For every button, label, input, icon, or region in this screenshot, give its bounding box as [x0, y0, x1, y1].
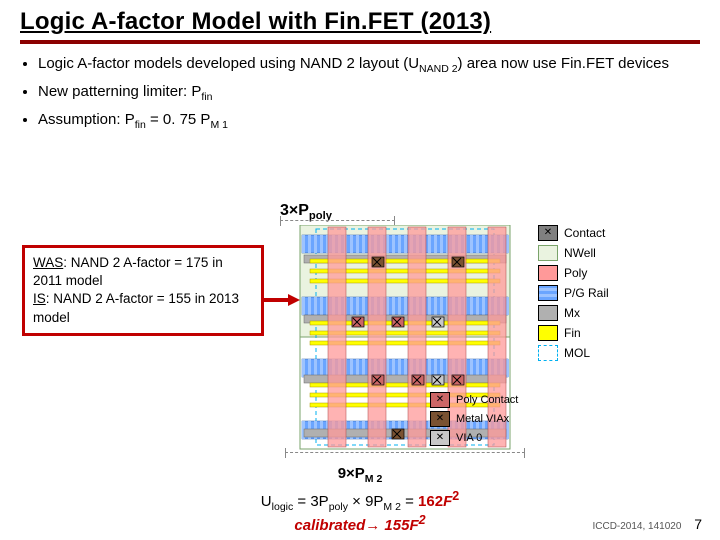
footer-conf: ICCD-2014, 141020	[592, 521, 681, 532]
legend-item-poly: Poly	[538, 264, 698, 282]
legend-item-nwell: NWell	[538, 244, 698, 262]
page-title: Logic A-factor Model with Fin.FET (2013)	[20, 8, 700, 44]
legend-right: ✕Contact NWell Poly P/G Rail Mx Fin MOL	[538, 222, 698, 364]
legend-item-contact: ✕Contact	[538, 224, 698, 242]
bullet-item: Logic A-factor models developed using NA…	[38, 54, 700, 76]
is-text: : NAND 2 A-factor = 155 in 2013 model	[33, 291, 239, 324]
dimension-bottom-line	[285, 452, 525, 453]
bullet-item: Assumption: Pfin = 0. 75 PM 1	[38, 110, 700, 132]
legend-item-mvia: ✕Metal VIAx	[430, 410, 550, 428]
footer: ICCD-2014, 141020 7	[592, 516, 702, 532]
is-label: IS	[33, 291, 46, 306]
legend-item-mx: Mx	[538, 304, 698, 322]
dimension-top-line	[280, 220, 395, 221]
bullet-item: New patterning limiter: Pfin	[38, 82, 700, 104]
area-formula: Ulogic = 3Ppoly × 9PM 2 = 162F2	[0, 489, 720, 513]
was-is-callout: WAS: NAND 2 A-factor = 175 in 2011 model…	[22, 245, 264, 336]
dimension-bottom-label: 9×PM 2	[0, 465, 720, 485]
bullet-list: Logic A-factor models developed using NA…	[38, 54, 700, 133]
legend-item-polyc: ✕Poly Contact	[430, 391, 550, 409]
legend-bottom: ✕Poly Contact✕Metal VIAx✕VIA 0	[430, 390, 550, 448]
page-number: 7	[694, 516, 702, 532]
legend-item-fin: Fin	[538, 324, 698, 342]
legend-item-via0: ✕VIA 0	[430, 429, 550, 447]
legend-item-pg: P/G Rail	[538, 284, 698, 302]
legend-item-mol: MOL	[538, 344, 698, 362]
was-label: WAS	[33, 255, 63, 270]
